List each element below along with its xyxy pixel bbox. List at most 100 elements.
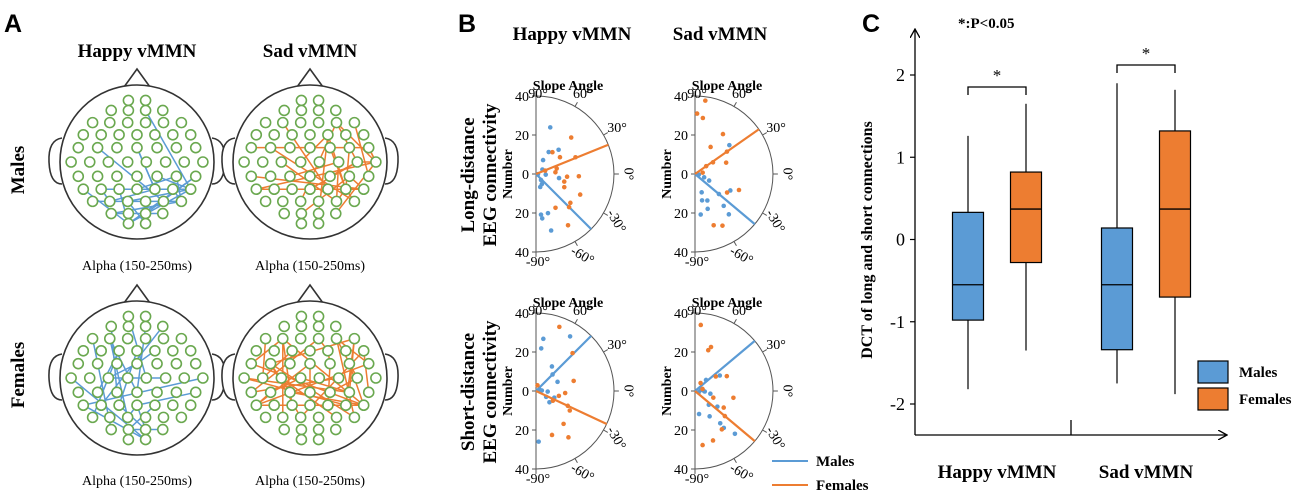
electrode xyxy=(312,217,325,230)
electrode xyxy=(91,170,104,183)
males-point xyxy=(705,198,710,203)
females-point xyxy=(556,393,562,399)
angle-label: -60° xyxy=(727,461,756,486)
electrode xyxy=(197,156,209,168)
electrode xyxy=(348,332,361,345)
legend-b-males-label: Males xyxy=(816,454,854,470)
electrode xyxy=(139,217,152,230)
panel-b-row-long-line2: EEG connectivity xyxy=(480,103,501,247)
electrode xyxy=(170,141,183,154)
electrode xyxy=(259,195,272,208)
electrode xyxy=(351,156,364,168)
angle-label: 0° xyxy=(780,385,795,398)
electrode xyxy=(259,116,272,129)
electrode xyxy=(65,372,77,384)
electrode xyxy=(167,128,179,141)
connection-line xyxy=(96,350,120,393)
panel-b-col-happy: Happy vMMN xyxy=(513,24,632,45)
electrode xyxy=(170,357,183,370)
angle-label: 0° xyxy=(621,168,636,181)
electrode xyxy=(245,141,258,154)
caption-females-happy: Alpha (150-250ms) xyxy=(82,474,192,489)
radial-tick-label: 40 xyxy=(515,307,529,322)
radial-tick-label: 20 xyxy=(674,424,688,439)
connection-line xyxy=(144,110,192,190)
females-point xyxy=(557,154,563,160)
bracket-line xyxy=(967,86,1027,95)
electrode xyxy=(157,332,170,345)
electrode xyxy=(131,128,143,141)
females-point xyxy=(703,98,708,103)
males-point xyxy=(545,210,551,216)
angle-tick xyxy=(603,349,609,353)
females-point xyxy=(711,223,716,228)
electrode xyxy=(178,372,191,384)
electrode xyxy=(268,399,280,412)
females-point xyxy=(719,427,725,432)
electrode xyxy=(343,141,356,154)
electrode xyxy=(167,344,179,357)
electrode xyxy=(250,183,263,196)
electrode xyxy=(77,344,90,357)
electrode xyxy=(121,156,134,168)
radial-tick-label: 40 xyxy=(674,90,688,105)
connection-line xyxy=(335,122,377,163)
electrode xyxy=(264,141,277,154)
electrode xyxy=(139,411,152,424)
electrode xyxy=(189,386,202,399)
electrode xyxy=(122,433,135,446)
radial-tick-label: 20 xyxy=(515,129,529,144)
connection-line xyxy=(256,362,369,406)
electrode xyxy=(149,183,161,196)
females-point xyxy=(736,187,742,193)
electrode xyxy=(170,170,183,183)
females-point xyxy=(576,173,582,179)
radial-tick-label: 20 xyxy=(674,346,688,361)
males-point xyxy=(541,336,546,342)
electrode xyxy=(250,344,263,357)
angle-label: 60° xyxy=(573,87,593,102)
males-point xyxy=(705,206,710,212)
electrode xyxy=(238,156,250,168)
angle-tick xyxy=(733,318,737,324)
connection-line xyxy=(251,362,364,406)
electrode xyxy=(131,344,143,357)
electrode xyxy=(121,195,134,208)
electrode xyxy=(304,183,316,196)
electrode xyxy=(312,207,325,220)
electrode xyxy=(140,156,153,168)
electrode xyxy=(286,183,298,196)
angle-label: -90° xyxy=(526,472,550,487)
electrode xyxy=(139,423,152,436)
males-point xyxy=(567,334,573,339)
males-point xyxy=(726,212,732,217)
y-tick-label: 2 xyxy=(896,65,905,85)
angle-label: -90° xyxy=(685,255,709,270)
electrode xyxy=(256,156,269,168)
slope-angle-title: Slope Angle xyxy=(533,296,603,311)
females-point xyxy=(570,350,575,356)
electrode xyxy=(284,386,296,399)
electrode xyxy=(312,411,325,424)
electrode xyxy=(72,141,85,154)
males-point xyxy=(555,379,560,385)
males-point xyxy=(543,172,549,177)
males-point xyxy=(727,142,732,148)
left-ear xyxy=(48,353,63,401)
connection-line xyxy=(336,338,370,365)
angle-label: 30° xyxy=(607,121,627,136)
females-point xyxy=(535,383,540,388)
electrode xyxy=(103,195,116,208)
electrode xyxy=(105,423,118,436)
electrode xyxy=(294,156,307,168)
connection-line xyxy=(136,391,196,406)
females-point xyxy=(561,184,567,190)
angle-tick xyxy=(603,429,609,433)
electrode xyxy=(312,433,325,446)
electrode xyxy=(304,386,316,399)
females-point xyxy=(710,438,716,443)
electrode xyxy=(189,357,202,370)
connection-line xyxy=(111,200,182,215)
electrode xyxy=(324,386,336,399)
electrode xyxy=(149,399,161,412)
